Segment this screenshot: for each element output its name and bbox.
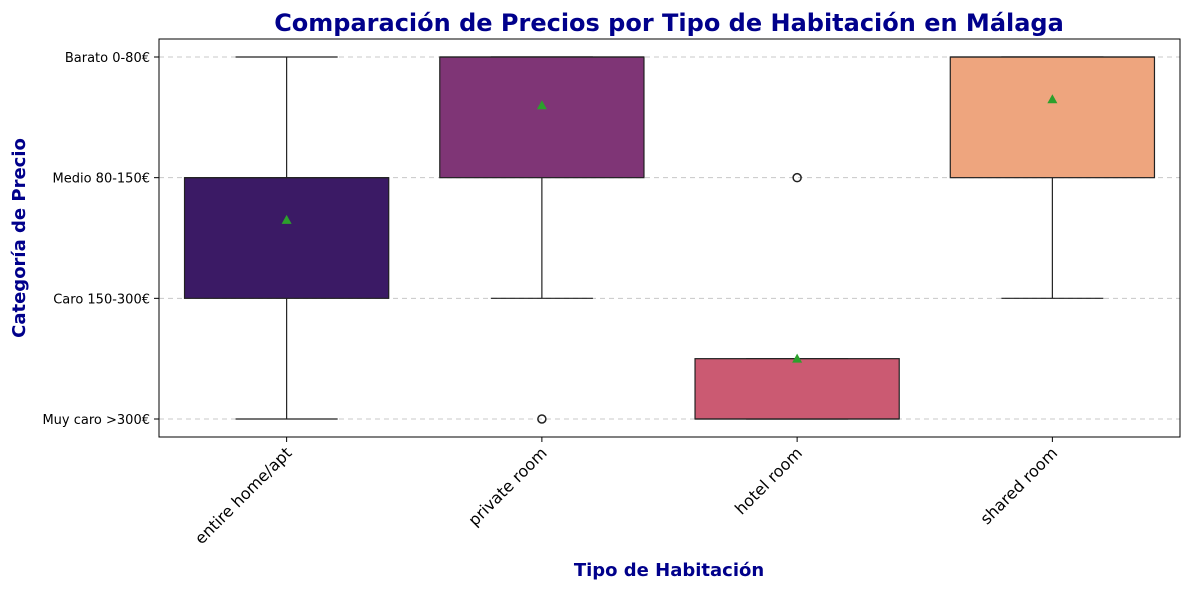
mean-marker <box>281 214 292 224</box>
y-tick-label: Muy caro >300€ <box>42 413 150 428</box>
box-shared-room <box>949 56 1156 299</box>
box-iqr <box>694 358 900 420</box>
y-tick-label: Barato 0-80€ <box>65 51 150 66</box>
x-tick-label: private room <box>464 443 550 529</box>
mean-marker <box>792 353 803 363</box>
y-axis-ticks: Barato 0-80€ Medio 80-150€ Caro 150-300€ Mu… <box>42 51 159 428</box>
x-tick-label: entire home/apt <box>191 443 296 548</box>
boxes-group <box>183 56 1156 424</box>
mean-marker <box>536 100 547 110</box>
box-iqr <box>183 177 390 299</box>
x-tick-label: shared room <box>976 443 1061 528</box>
x-axis-label: Tipo de Habitación <box>574 560 764 581</box>
box-hotel-room <box>694 172 900 420</box>
outlier-point <box>792 172 802 183</box>
plot-area-frame <box>158 38 1181 438</box>
box-private-room <box>439 56 645 424</box>
chart-title: Comparación de Precios por Tipo de Habit… <box>274 9 1064 37</box>
x-tick-label: hotel room <box>731 443 806 518</box>
outlier-point <box>537 414 547 424</box>
box-iqr <box>439 56 645 179</box>
y-tick-label: Medio 80-150€ <box>53 172 150 187</box>
box-entire-home-apt <box>183 56 390 420</box>
box-iqr <box>949 56 1156 179</box>
y-tick-label: Caro 150-300€ <box>53 292 150 307</box>
y-axis-label: Categoría de Precio <box>9 138 30 338</box>
x-axis-ticks: entire home/apt private room hotel room sha… <box>191 437 1061 548</box>
mean-marker <box>1047 94 1058 104</box>
